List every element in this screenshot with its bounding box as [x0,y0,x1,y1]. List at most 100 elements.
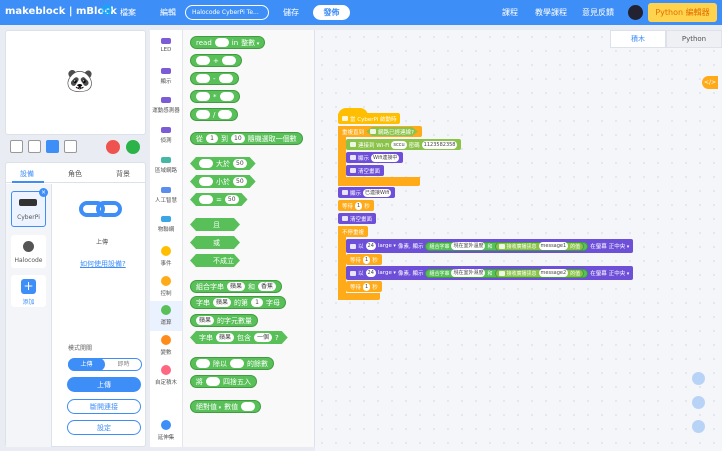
category-label: 控制 [160,290,172,297]
mode-option[interactable]: 上傳 [68,358,105,371]
input-slot [230,359,244,368]
link[interactable]: 教學課程 [535,8,567,17]
category-label: 人工智慧 [154,197,177,204]
block-text: 的餘數 [247,359,268,368]
category-list: LED 顯示 運動感測器 偵測 區域網路人工智慧物聯網事件控制運算變數 自定積木延伸集 [150,30,183,447]
category-icon [161,335,171,345]
top-bar: makeblock | mBlock 🌐 檔案 編輯 Halocode Cybe… [0,0,722,25]
category[interactable]: 人工智慧 [150,183,182,213]
save[interactable]: 儲存 [283,8,299,17]
workspace-tab[interactable]: Python [666,30,722,48]
remove-device[interactable]: × [39,188,48,197]
disconnect-button[interactable]: 斷開連接 [67,399,141,414]
block-text: 到 [221,134,228,143]
tab[interactable]: 角色 [68,170,82,178]
block: 組合字串 蘋果和香蕉 [190,280,283,293]
decoration [342,116,348,121]
publish-button[interactable]: 發佈 [313,5,350,20]
python-editor-button[interactable]: Python 編輯器 [648,3,717,22]
category-icon [161,38,171,44]
workspace-tab[interactable]: 積木 [610,30,666,48]
decoration [370,129,376,134]
decoration [350,155,356,160]
input: 已連接Wifi [363,188,392,197]
tab[interactable]: 背景 [116,170,130,178]
halocode-icon [23,241,34,252]
c-bottom [338,293,380,300]
category-icon [161,156,171,163]
menu-item[interactable]: 編輯 [160,8,176,17]
category[interactable]: 變數 [150,331,182,361]
category[interactable]: 控制 [150,272,182,302]
device-card[interactable]: CyberPi [11,191,46,227]
input: 現在室外濕度 [451,269,486,277]
stage: 🐼 [5,30,146,135]
block-text: 除以 [213,359,227,368]
category[interactable]: 物聯網 [150,212,182,242]
block-text: 以 [358,271,364,277]
input-slot [221,56,236,65]
category-label: 運算 [160,320,172,327]
input-slot [196,74,210,83]
input-slot [214,38,229,47]
stop-button[interactable] [106,140,120,154]
input: 50 [233,159,247,168]
input-slot [218,74,233,83]
category-icon [161,67,171,74]
input: 1 [363,282,371,291]
decoration [342,190,348,195]
category[interactable]: 延伸集 [150,416,182,446]
category-icon [161,216,171,223]
globe-icon[interactable]: 🌐 [101,6,113,16]
block: 從 1 到 10 隨機選取一個數 [190,132,303,145]
category[interactable]: 偵測 [150,123,182,153]
category[interactable]: 運動感測器 [150,93,182,123]
category[interactable]: LED [150,34,182,64]
settings-button[interactable]: 設定 [67,420,141,435]
category-icon [161,186,171,193]
input: message1 [538,242,569,250]
block-text: 小於 [216,177,230,186]
menu-item[interactable]: 檔案 [120,8,136,17]
zoom-in[interactable] [692,372,705,385]
c-arm [338,126,346,186]
project-name[interactable]: Halocode CyberPi Te... [185,5,269,20]
input: 1 [355,201,363,210]
input-slot [199,177,213,186]
device-list [6,184,52,447]
zoom-out[interactable] [692,396,705,409]
avatar[interactable] [628,5,643,20]
upload-button[interactable]: 上傳 [67,377,141,392]
block: 蘋果 的字元數量 [190,314,259,327]
category[interactable]: 顯示 [150,64,182,94]
input: message2 [538,269,569,277]
decoration: 組合字串 現在室外濕度和接收廣播訊息 message2 的值 [425,268,589,278]
block: = 50 [190,193,248,206]
input: 50 [225,195,239,204]
block-text: - [213,74,216,83]
green-flag[interactable] [126,140,140,154]
mode-option[interactable]: 即時 [117,361,130,368]
category-icon [161,420,171,430]
block-text: 從 [196,134,203,143]
category[interactable]: 事件 [150,242,182,272]
block-text: 的值 [570,270,581,277]
zoom-reset[interactable] [692,420,705,433]
block-text: 等待 [350,284,362,291]
category[interactable]: 自定積木 [150,361,182,391]
help-link[interactable]: 如何使用設備? [80,260,126,268]
tab[interactable]: 設備 [20,170,34,178]
code-toggle[interactable]: </> [702,76,718,89]
category-label: 物聯網 [157,227,175,234]
category[interactable]: 運算 [150,301,182,332]
hat-top [338,108,368,116]
block: 清空畫面 [346,165,385,176]
category[interactable]: 區域網路 [150,153,182,183]
block-text: 等待 [350,257,362,264]
block: + [190,54,242,67]
link[interactable]: 課程 [502,8,518,17]
link[interactable]: 意見反饋 [582,8,614,17]
category-label: LED [160,47,172,53]
input: 10 [231,134,245,143]
input: 1 [251,298,264,307]
